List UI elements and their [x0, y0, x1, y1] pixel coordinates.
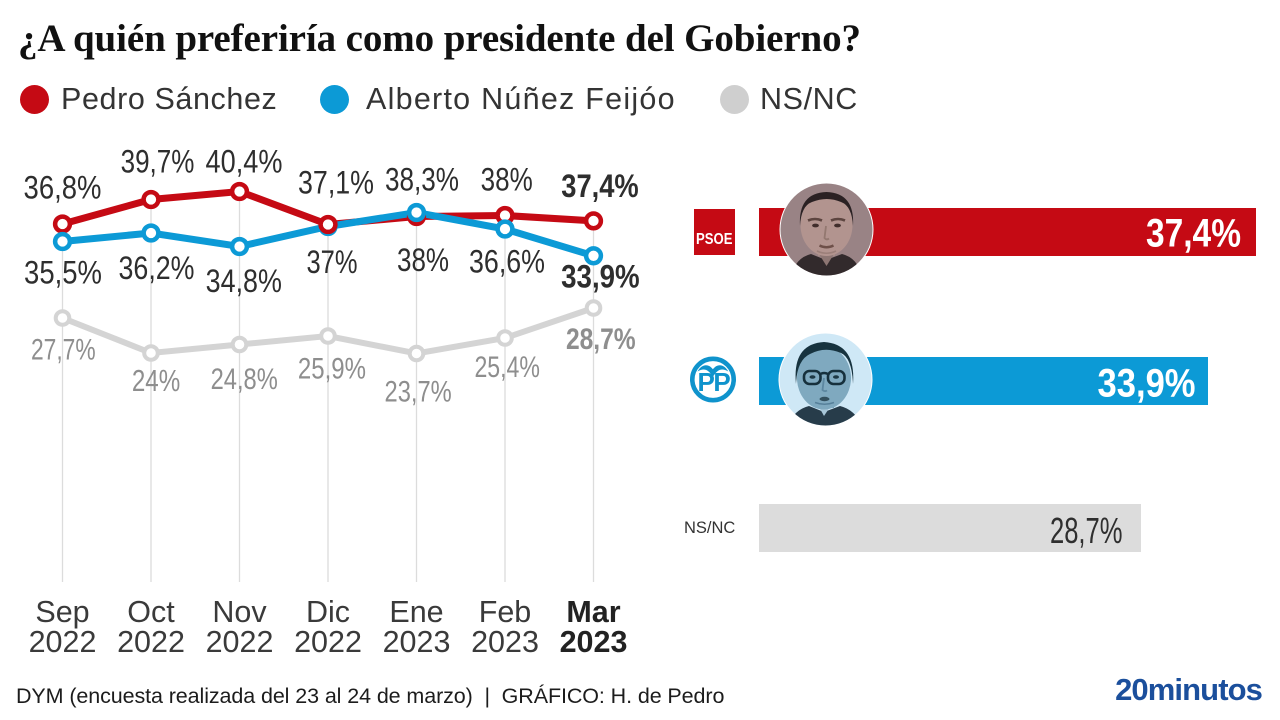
svg-text:38,3%: 38,3%	[385, 163, 459, 198]
svg-text:39,7%: 39,7%	[121, 145, 195, 180]
svg-text:28,7%: 28,7%	[566, 322, 636, 356]
svg-text:38%: 38%	[481, 163, 533, 198]
svg-text:23,7%: 23,7%	[385, 375, 452, 408]
svg-text:36,6%: 36,6%	[469, 244, 545, 280]
svg-text:38%: 38%	[397, 244, 449, 279]
svg-text:PP: PP	[698, 367, 731, 397]
svg-text:36,2%: 36,2%	[118, 251, 194, 287]
svg-text:37%: 37%	[306, 245, 357, 280]
svg-text:25,4%: 25,4%	[474, 350, 539, 384]
svg-text:37,4%: 37,4%	[561, 169, 638, 205]
svg-text:37,1%: 37,1%	[298, 165, 374, 201]
svg-text:25,9%: 25,9%	[298, 351, 366, 385]
svg-text:24%: 24%	[132, 363, 180, 398]
svg-text:36,8%: 36,8%	[24, 170, 102, 205]
svg-text:24,8%: 24,8%	[211, 362, 278, 395]
svg-text:35,5%: 35,5%	[24, 255, 102, 290]
svg-text:33,9%: 33,9%	[561, 260, 639, 295]
svg-text:40,4%: 40,4%	[206, 144, 283, 180]
svg-text:27,7%: 27,7%	[31, 332, 96, 366]
svg-text:34,8%: 34,8%	[206, 264, 282, 300]
